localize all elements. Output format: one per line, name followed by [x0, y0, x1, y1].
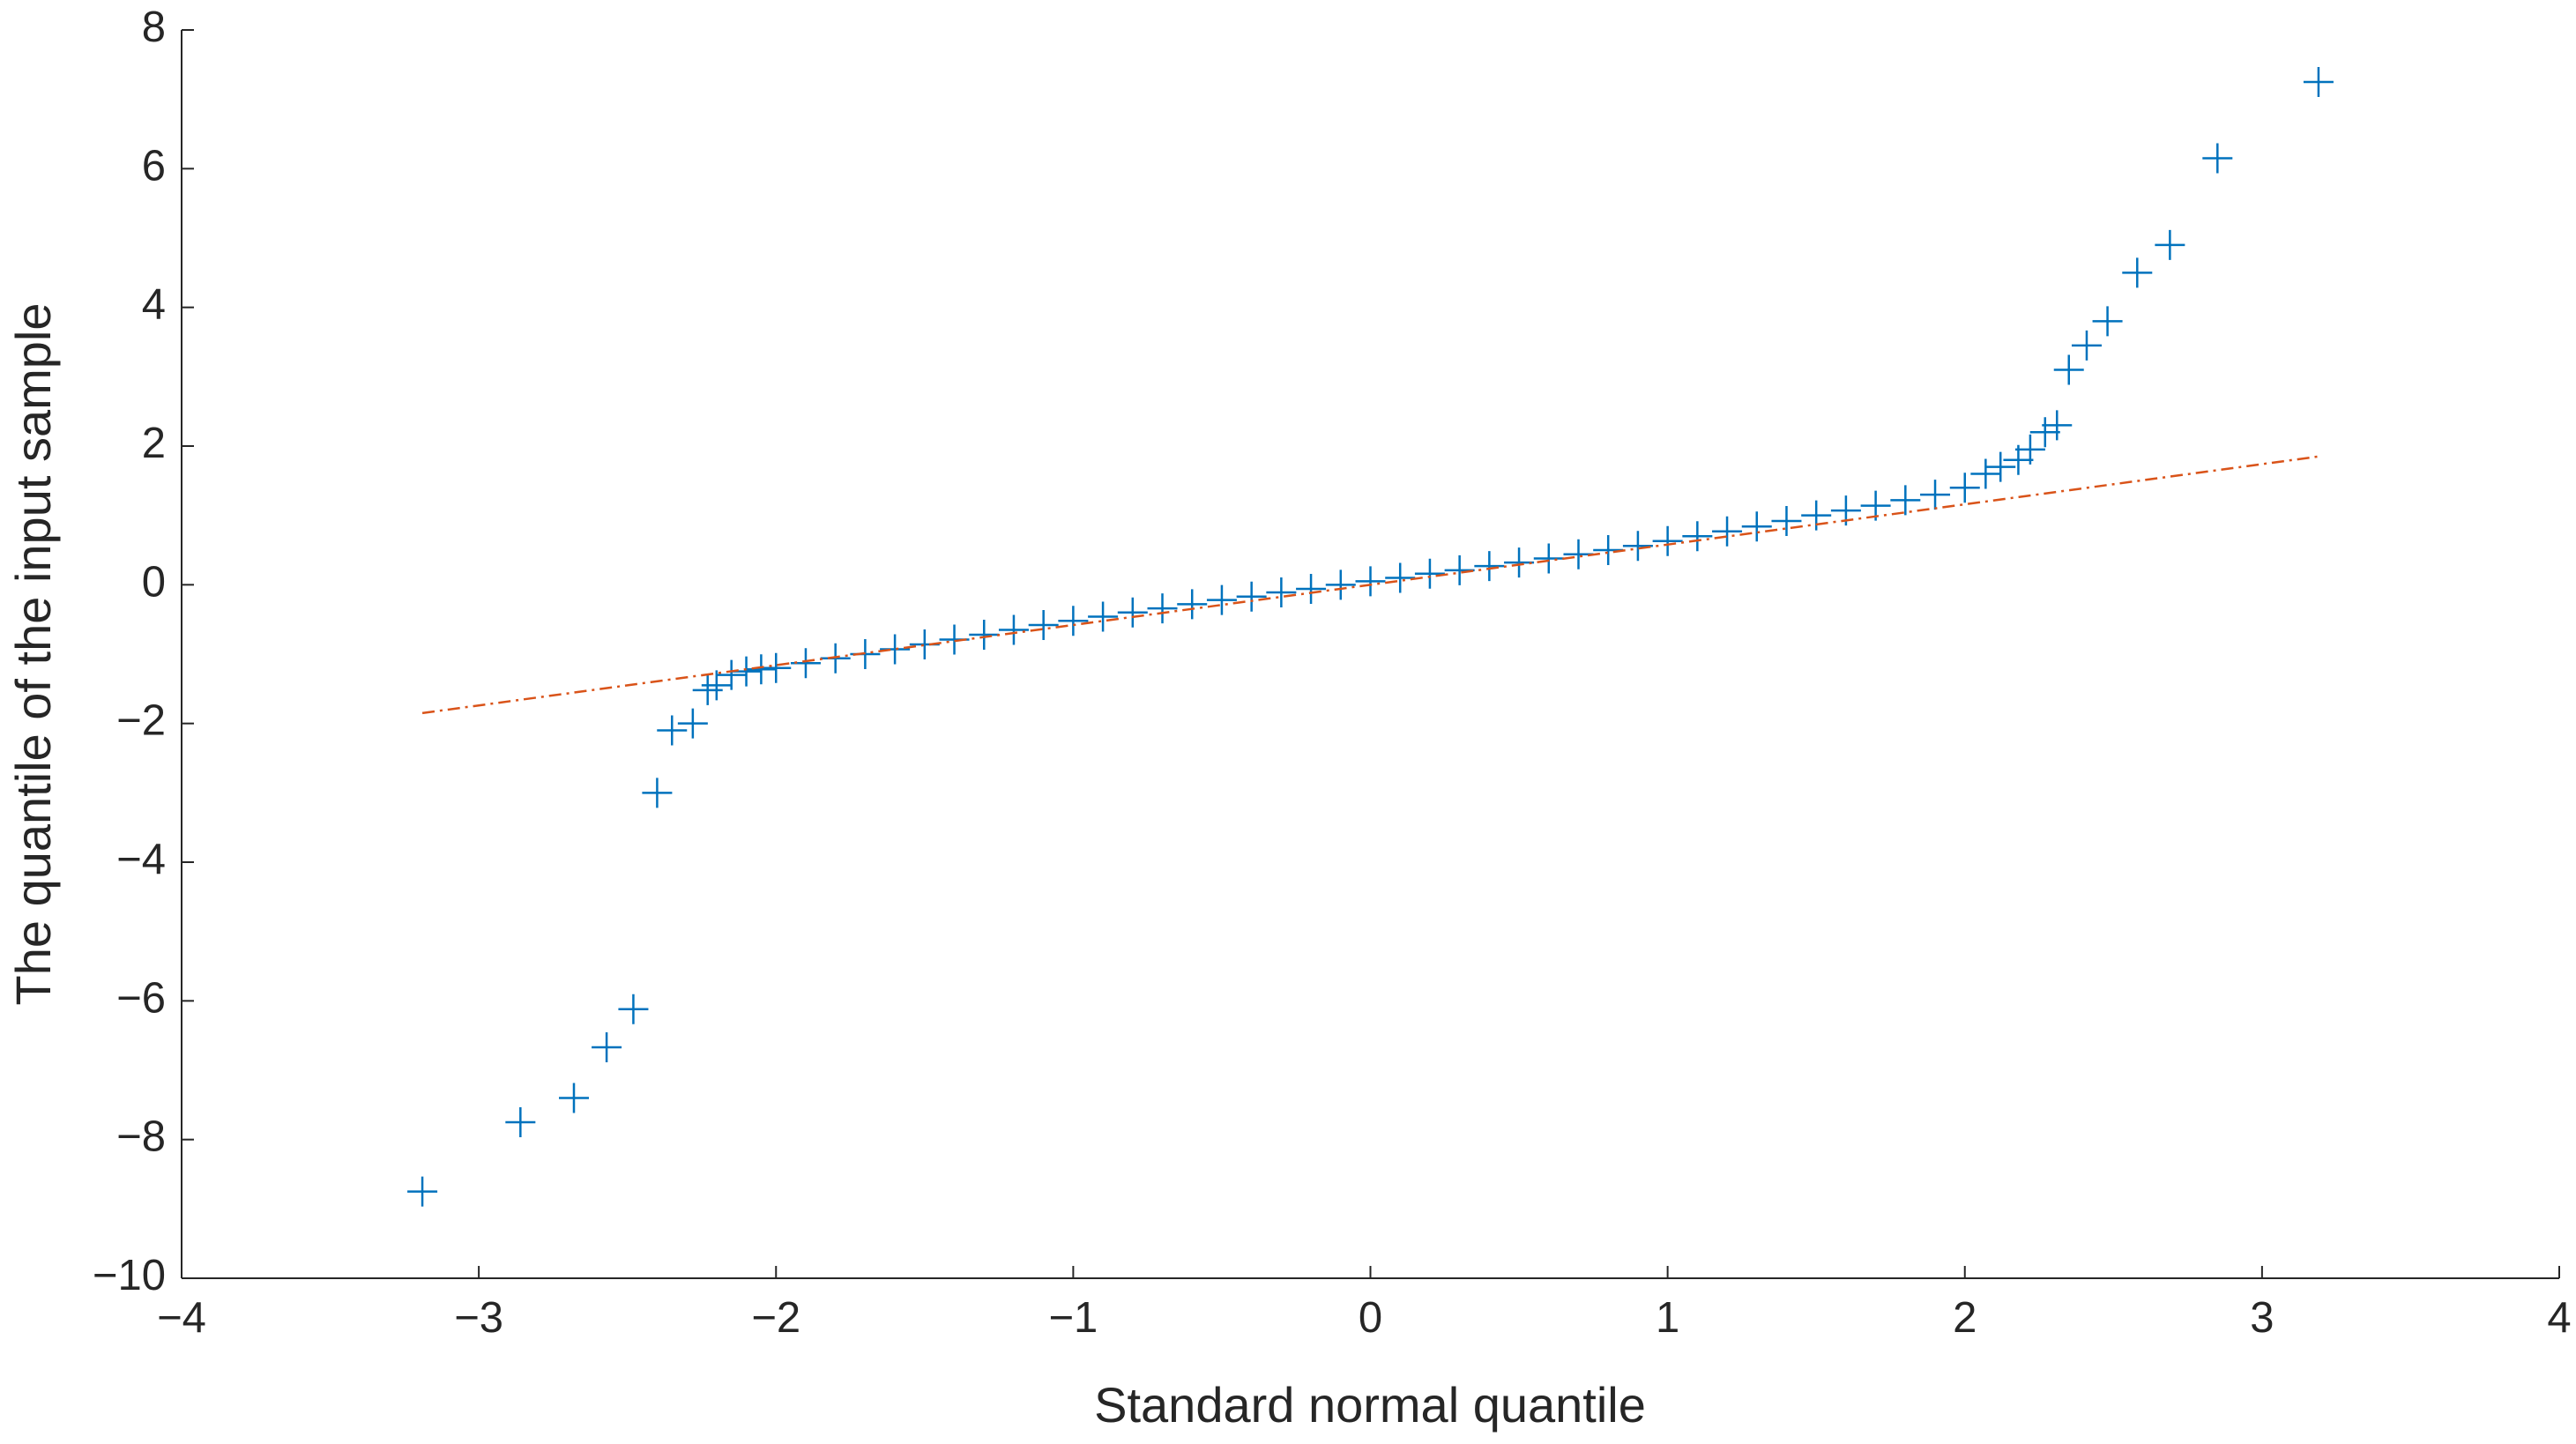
data-point: [1741, 511, 1772, 542]
data-point: [1414, 558, 1445, 589]
y-tick-label: −2: [116, 697, 166, 745]
data-point: [2122, 257, 2153, 288]
data-point: [2071, 330, 2102, 361]
data-point: [1058, 606, 1089, 636]
data-point: [1355, 566, 1386, 597]
data-point: [2202, 143, 2233, 174]
data-point: [1444, 555, 1475, 585]
data-point: [1088, 601, 1119, 632]
data-point: [1504, 547, 1535, 578]
data-point: [969, 619, 1000, 650]
data-point: [1028, 609, 1059, 640]
y-tick-label: 6: [142, 142, 166, 190]
data-point: [1682, 521, 1713, 552]
data-point: [1970, 458, 2001, 489]
data-point: [1652, 525, 1683, 556]
data-point: [1890, 485, 1921, 516]
data-point: [1771, 505, 1802, 536]
x-tick-label: −2: [751, 1294, 800, 1342]
data-point: [677, 708, 708, 739]
data-point: [1533, 543, 1564, 574]
y-tick-label: −4: [116, 836, 166, 883]
data-point: [1949, 473, 1980, 503]
x-tick-label: 0: [1359, 1294, 1382, 1342]
data-point: [657, 715, 688, 746]
data-point: [2092, 306, 2123, 337]
data-point: [2053, 354, 2084, 385]
x-tick-label: −4: [157, 1294, 206, 1342]
x-axis-label: Standard normal quantile: [1094, 1377, 1646, 1433]
data-point: [1712, 516, 1743, 547]
x-tick-label: 4: [2547, 1294, 2571, 1342]
data-point: [1296, 574, 1327, 605]
y-tick-label: 0: [142, 558, 166, 606]
data-point: [1985, 451, 2016, 482]
data-point: [2029, 417, 2060, 448]
data-point: [1236, 581, 1267, 612]
data-point: [1266, 577, 1297, 607]
y-tick-label: −10: [93, 1252, 166, 1299]
data-point: [592, 1032, 622, 1063]
data-point: [880, 634, 911, 665]
data-point: [1325, 569, 1356, 600]
x-tick-label: 1: [1656, 1294, 1679, 1342]
data-point: [2303, 67, 2334, 97]
data-point: [1147, 593, 1178, 624]
data-point: [761, 652, 792, 683]
data-point: [716, 659, 747, 690]
data-point: [998, 614, 1029, 645]
data-point: [2014, 434, 2045, 465]
data-point: [1206, 584, 1237, 615]
data-point: [618, 994, 649, 1024]
data-point: [692, 674, 723, 705]
x-tick-label: −1: [1048, 1294, 1098, 1342]
data-point: [1920, 480, 1951, 510]
data-point: [1474, 551, 1505, 582]
y-tick-label: 8: [142, 4, 166, 51]
data-point: [1801, 500, 1832, 531]
x-tick-label: 2: [1953, 1294, 1977, 1342]
reference-line: [421, 455, 2319, 715]
y-tick-label: −8: [116, 1113, 166, 1161]
y-tick-label: 2: [142, 420, 166, 467]
data-point: [642, 778, 673, 808]
data-point: [1622, 531, 1653, 562]
data-point: [559, 1083, 590, 1113]
y-axis-label: The quantile of the input sample: [5, 303, 61, 1006]
data-point: [1593, 535, 1624, 565]
y-tick-label: 4: [142, 281, 166, 329]
data-point: [407, 1176, 438, 1207]
data-point: [1117, 597, 1148, 628]
data-point: [820, 643, 851, 674]
data-point: [1177, 589, 1208, 620]
x-tick-label: 3: [2250, 1294, 2274, 1342]
data-point: [746, 654, 777, 685]
x-tick-label: −3: [454, 1294, 503, 1342]
data-point: [505, 1107, 536, 1137]
data-point: [1385, 562, 1416, 593]
data-point: [2042, 410, 2073, 441]
y-tick-label: −6: [116, 974, 166, 1022]
data-point: [2155, 229, 2185, 260]
